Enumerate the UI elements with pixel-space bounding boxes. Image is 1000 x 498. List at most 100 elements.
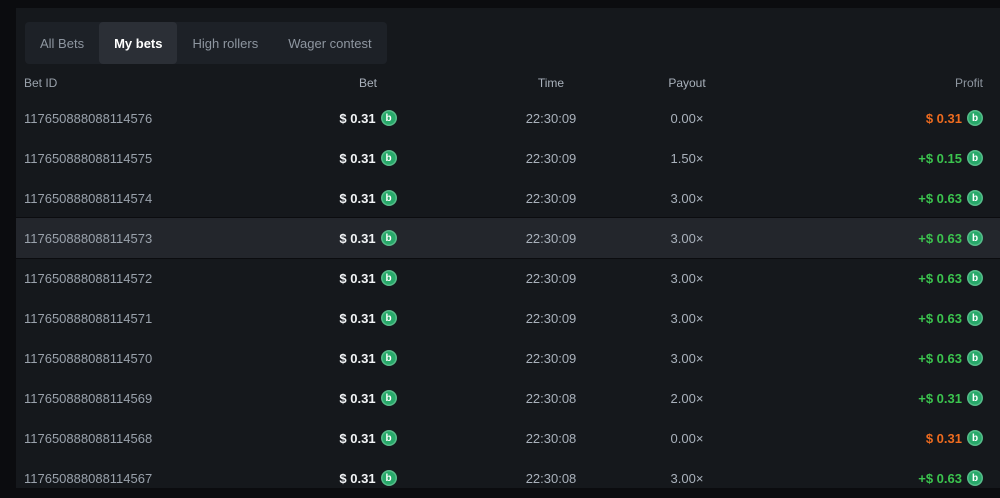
bet-amount: $ 0.31: [339, 431, 375, 446]
table-row[interactable]: 117650888088114574 $ 0.31 b 22:30:09 3.0…: [16, 178, 1000, 218]
profit-cell: +$ 0.63 b: [727, 310, 983, 326]
payout-cell: 3.00×: [647, 351, 727, 366]
profit-amount: +$ 0.31: [918, 391, 962, 406]
table-row[interactable]: 117650888088114575 $ 0.31 b 22:30:09 1.5…: [16, 138, 1000, 178]
bet-id-cell: 117650888088114571: [24, 311, 281, 326]
column-header-profit: Profit: [727, 76, 983, 90]
bet-id-cell: 117650888088114572: [24, 271, 281, 286]
profit-amount: +$ 0.63: [918, 231, 962, 246]
tab-my-bets[interactable]: My bets: [99, 22, 177, 64]
tab-wager-contest[interactable]: Wager contest: [273, 22, 386, 64]
coin-icon: b: [381, 430, 397, 446]
coin-icon: b: [381, 190, 397, 206]
bet-id-cell: 117650888088114576: [24, 111, 281, 126]
bet-amount: $ 0.31: [339, 471, 375, 486]
profit-amount: $ 0.31: [926, 431, 962, 446]
bet-amount: $ 0.31: [339, 311, 375, 326]
time-cell: 22:30:08: [455, 431, 647, 446]
payout-cell: 3.00×: [647, 191, 727, 206]
profit-cell: +$ 0.15 b: [727, 150, 983, 166]
profit-cell: $ 0.31 b: [727, 110, 983, 126]
payout-cell: 1.50×: [647, 151, 727, 166]
table-row[interactable]: 117650888088114568 $ 0.31 b 22:30:08 0.0…: [16, 418, 1000, 458]
bet-amount: $ 0.31: [339, 391, 375, 406]
bet-cell: $ 0.31 b: [281, 310, 455, 326]
coin-icon: b: [381, 150, 397, 166]
profit-amount: +$ 0.63: [918, 351, 962, 366]
bet-id-cell: 117650888088114575: [24, 151, 281, 166]
time-cell: 22:30:09: [455, 271, 647, 286]
time-cell: 22:30:08: [455, 471, 647, 486]
table-row[interactable]: 117650888088114569 $ 0.31 b 22:30:08 2.0…: [16, 378, 1000, 418]
coin-icon: b: [967, 430, 983, 446]
bet-id-cell: 117650888088114567: [24, 471, 281, 486]
profit-amount: $ 0.31: [926, 111, 962, 126]
profit-amount: +$ 0.15: [918, 151, 962, 166]
coin-icon: b: [967, 230, 983, 246]
profit-amount: +$ 0.63: [918, 191, 962, 206]
table-row[interactable]: 117650888088114576 $ 0.31 b 22:30:09 0.0…: [16, 98, 1000, 138]
table-row[interactable]: 117650888088114570 $ 0.31 b 22:30:09 3.0…: [16, 338, 1000, 378]
payout-cell: 3.00×: [647, 311, 727, 326]
coin-icon: b: [967, 350, 983, 366]
profit-amount: +$ 0.63: [918, 311, 962, 326]
profit-amount: +$ 0.63: [918, 471, 962, 486]
coin-icon: b: [381, 310, 397, 326]
coin-icon: b: [381, 470, 397, 486]
table-row[interactable]: 117650888088114573 $ 0.31 b 22:30:09 3.0…: [16, 218, 1000, 258]
bet-id-cell: 117650888088114569: [24, 391, 281, 406]
bet-amount: $ 0.31: [339, 271, 375, 286]
bet-cell: $ 0.31 b: [281, 470, 455, 486]
bet-cell: $ 0.31 b: [281, 150, 455, 166]
bet-cell: $ 0.31 b: [281, 230, 455, 246]
time-cell: 22:30:09: [455, 351, 647, 366]
bet-cell: $ 0.31 b: [281, 390, 455, 406]
payout-cell: 0.00×: [647, 111, 727, 126]
column-header-time: Time: [455, 76, 647, 90]
bet-cell: $ 0.31 b: [281, 350, 455, 366]
table-row[interactable]: 117650888088114572 $ 0.31 b 22:30:09 3.0…: [16, 258, 1000, 298]
coin-icon: b: [381, 230, 397, 246]
bet-amount: $ 0.31: [339, 351, 375, 366]
bet-cell: $ 0.31 b: [281, 110, 455, 126]
tab-all-bets[interactable]: All Bets: [25, 22, 99, 64]
time-cell: 22:30:09: [455, 111, 647, 126]
time-cell: 22:30:09: [455, 311, 647, 326]
time-cell: 22:30:08: [455, 391, 647, 406]
payout-cell: 0.00×: [647, 431, 727, 446]
coin-icon: b: [381, 110, 397, 126]
time-cell: 22:30:09: [455, 231, 647, 246]
payout-cell: 2.00×: [647, 391, 727, 406]
payout-cell: 3.00×: [647, 231, 727, 246]
payout-cell: 3.00×: [647, 471, 727, 486]
profit-cell: $ 0.31 b: [727, 430, 983, 446]
coin-icon: b: [967, 390, 983, 406]
table-row[interactable]: 117650888088114571 $ 0.31 b 22:30:09 3.0…: [16, 298, 1000, 338]
bet-amount: $ 0.31: [339, 111, 375, 126]
coin-icon: b: [381, 390, 397, 406]
tab-high-rollers[interactable]: High rollers: [177, 22, 273, 64]
bets-tabbar: All Bets My bets High rollers Wager cont…: [25, 22, 387, 64]
column-header-payout: Payout: [647, 76, 727, 90]
bet-id-cell: 117650888088114568: [24, 431, 281, 446]
bet-id-cell: 117650888088114570: [24, 351, 281, 366]
profit-cell: +$ 0.31 b: [727, 390, 983, 406]
time-cell: 22:30:09: [455, 191, 647, 206]
coin-icon: b: [967, 310, 983, 326]
bets-panel: All Bets My bets High rollers Wager cont…: [16, 8, 1000, 488]
profit-cell: +$ 0.63 b: [727, 270, 983, 286]
bet-cell: $ 0.31 b: [281, 430, 455, 446]
profit-cell: +$ 0.63 b: [727, 470, 983, 486]
table-row[interactable]: 117650888088114567 $ 0.31 b 22:30:08 3.0…: [16, 458, 1000, 498]
bet-id-cell: 117650888088114574: [24, 191, 281, 206]
bet-cell: $ 0.31 b: [281, 190, 455, 206]
profit-cell: +$ 0.63 b: [727, 190, 983, 206]
coin-icon: b: [967, 150, 983, 166]
coin-icon: b: [967, 110, 983, 126]
column-header-bet-id: Bet ID: [24, 76, 281, 90]
table-body: 117650888088114576 $ 0.31 b 22:30:09 0.0…: [16, 98, 1000, 498]
bet-amount: $ 0.31: [339, 231, 375, 246]
coin-icon: b: [381, 270, 397, 286]
bet-amount: $ 0.31: [339, 191, 375, 206]
bet-cell: $ 0.31 b: [281, 270, 455, 286]
